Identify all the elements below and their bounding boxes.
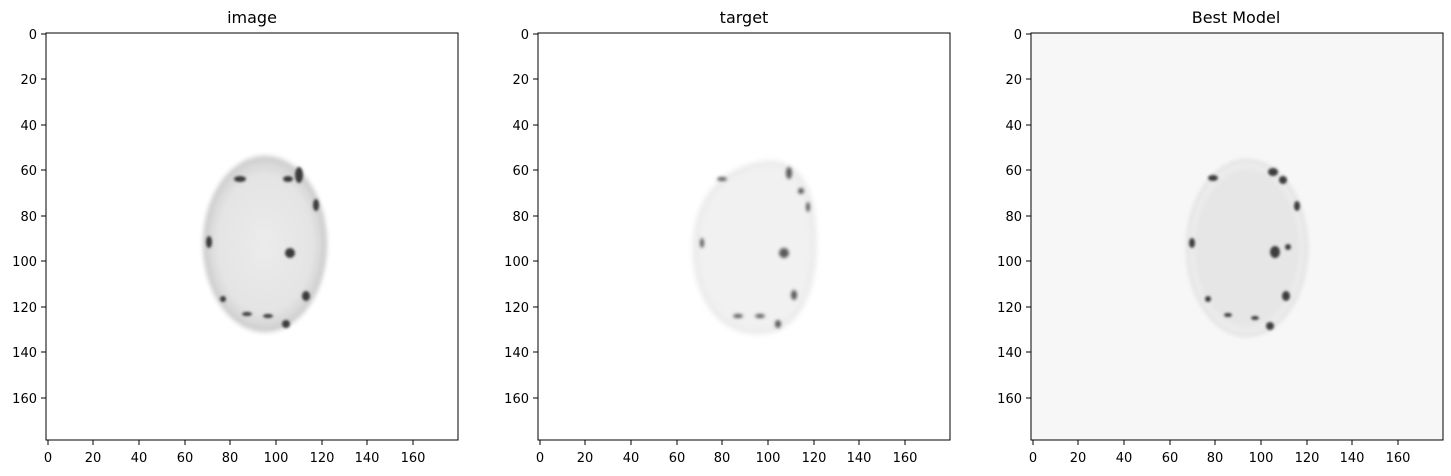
y-tick-label: 40 xyxy=(20,119,37,134)
image-plot: image xyxy=(12,8,459,466)
y-tick-label: 80 xyxy=(1005,210,1022,225)
target-plot: target xyxy=(504,8,951,466)
x-tick-label: 100 xyxy=(264,451,289,466)
x-tick-label: 40 xyxy=(131,451,148,466)
x-tick-label: 20 xyxy=(577,451,594,466)
panel-title: image xyxy=(227,8,277,27)
y-tick-label: 40 xyxy=(512,119,529,134)
y-tick-label: 0 xyxy=(521,28,529,43)
y-tick-label: 60 xyxy=(20,164,37,179)
y-tick-label: 60 xyxy=(512,164,529,179)
panel-title: target xyxy=(720,8,769,27)
y-tick-label: 20 xyxy=(20,73,37,88)
x-tick-label: 40 xyxy=(1116,451,1133,466)
x-tick-label: 60 xyxy=(177,451,194,466)
y-tick-label: 140 xyxy=(504,346,529,361)
y-axis: 0 20 40 60 80 100 120 140 160 xyxy=(997,28,1031,407)
x-tick-label: 160 xyxy=(893,451,918,466)
x-axis: 0 20 40 60 80 100 120 140 160 xyxy=(44,440,426,466)
x-tick-label: 160 xyxy=(401,451,426,466)
x-tick-label: 140 xyxy=(355,451,380,466)
y-tick-label: 0 xyxy=(29,28,37,43)
y-tick-label: 0 xyxy=(1014,28,1022,43)
x-tick-label: 100 xyxy=(756,451,781,466)
axes-frame xyxy=(1030,32,1444,441)
cell-blob xyxy=(1185,158,1309,338)
x-tick-label: 80 xyxy=(1207,451,1224,466)
x-tick-label: 0 xyxy=(44,451,52,466)
axes-frame xyxy=(537,32,951,441)
y-tick-label: 60 xyxy=(1005,164,1022,179)
cell-blob xyxy=(202,154,328,334)
x-tick-label: 20 xyxy=(1070,451,1087,466)
x-tick-label: 60 xyxy=(669,451,686,466)
x-axis: 0 20 40 60 80 100 120 140 160 xyxy=(1029,440,1411,466)
x-tick-label: 0 xyxy=(536,451,544,466)
y-tick-label: 100 xyxy=(504,255,529,270)
y-tick-label: 160 xyxy=(12,392,37,407)
panel-target: target xyxy=(492,0,972,476)
y-tick-label: 120 xyxy=(504,301,529,316)
panel-title: Best Model xyxy=(1192,8,1281,27)
x-tick-label: 140 xyxy=(1340,451,1365,466)
y-tick-label: 160 xyxy=(504,392,529,407)
x-tick-label: 120 xyxy=(1295,451,1320,466)
axes-frame xyxy=(45,32,459,441)
x-tick-label: 80 xyxy=(222,451,239,466)
y-tick-label: 80 xyxy=(512,210,529,225)
x-tick-label: 60 xyxy=(1162,451,1179,466)
y-tick-label: 80 xyxy=(20,210,37,225)
panel-image: image xyxy=(0,0,480,476)
y-tick-label: 100 xyxy=(997,255,1022,270)
x-axis: 0 20 40 60 80 100 120 140 160 xyxy=(536,440,918,466)
y-axis: 0 20 40 60 80 100 120 140 160 xyxy=(504,28,538,407)
best-model-plot: Best Model xyxy=(997,8,1444,466)
x-tick-label: 120 xyxy=(310,451,335,466)
y-tick-label: 140 xyxy=(997,346,1022,361)
y-tick-label: 160 xyxy=(997,392,1022,407)
x-tick-label: 100 xyxy=(1249,451,1274,466)
y-tick-label: 140 xyxy=(12,346,37,361)
x-tick-label: 140 xyxy=(847,451,872,466)
y-axis: 0 20 40 60 80 100 120 140 160 xyxy=(12,28,46,407)
y-tick-label: 120 xyxy=(997,301,1022,316)
x-tick-label: 20 xyxy=(85,451,102,466)
x-tick-label: 80 xyxy=(714,451,731,466)
y-tick-label: 40 xyxy=(1005,119,1022,134)
y-tick-label: 20 xyxy=(512,73,529,88)
x-tick-label: 160 xyxy=(1386,451,1411,466)
x-tick-label: 40 xyxy=(623,451,640,466)
cell-blob xyxy=(693,161,816,334)
y-tick-label: 20 xyxy=(1005,73,1022,88)
x-tick-label: 0 xyxy=(1029,451,1037,466)
y-tick-label: 100 xyxy=(12,255,37,270)
x-tick-label: 120 xyxy=(802,451,827,466)
y-tick-label: 120 xyxy=(12,301,37,316)
panel-best-model: Best Model xyxy=(985,0,1451,476)
